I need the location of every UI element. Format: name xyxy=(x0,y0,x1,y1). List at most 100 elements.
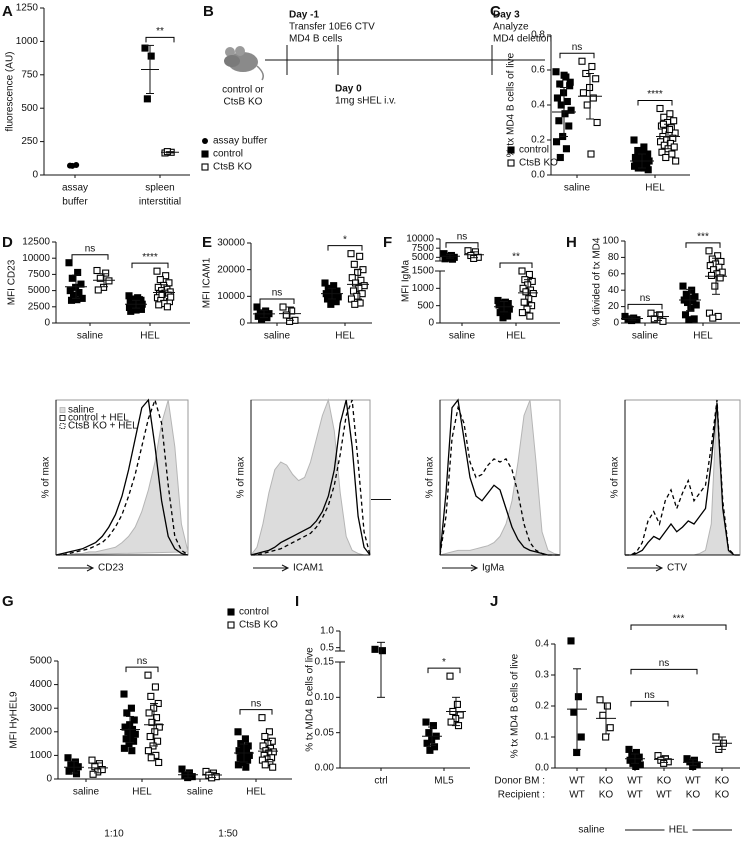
subject-label: control or xyxy=(222,85,264,96)
data-point xyxy=(64,754,72,762)
legend-marker xyxy=(201,163,209,171)
data-point xyxy=(656,311,664,319)
y-tick-label: 7500 xyxy=(412,243,435,254)
y-tick-label: 0.10 xyxy=(315,692,335,703)
data-point xyxy=(135,296,143,304)
y-tick-label: 60 xyxy=(608,268,620,279)
data-point xyxy=(520,298,528,306)
x-tick-label: WT xyxy=(627,776,643,787)
data-point xyxy=(573,748,581,757)
y-tick-label: 10000 xyxy=(217,291,245,302)
data-point xyxy=(350,260,358,268)
data-point xyxy=(579,89,587,97)
data-point xyxy=(425,729,433,737)
y-tick-label: 5000 xyxy=(28,285,51,296)
data-point xyxy=(553,94,561,102)
panel-letter: C xyxy=(490,3,501,20)
data-point xyxy=(446,672,454,680)
data-point xyxy=(88,756,96,764)
y-tick-label: 10000 xyxy=(406,234,434,245)
significance-label: * xyxy=(442,657,446,668)
data-point xyxy=(147,754,155,762)
significance-bracket xyxy=(131,262,169,269)
y-tick-label: 1000 xyxy=(30,750,53,761)
data-point xyxy=(145,709,153,717)
data-point xyxy=(688,286,696,294)
data-point xyxy=(162,272,170,280)
data-point xyxy=(587,150,595,158)
data-point xyxy=(426,746,434,754)
significance-label: ** xyxy=(512,252,520,263)
x-tick-label: ctrl xyxy=(374,776,387,787)
x-tick-label: WT xyxy=(627,790,643,801)
x-tick-label: WT xyxy=(656,790,672,801)
data-point xyxy=(556,153,564,162)
data-point xyxy=(552,138,561,146)
histogram-curve xyxy=(56,397,189,556)
data-point xyxy=(151,683,159,691)
y-tick-label: 0.0 xyxy=(531,170,545,181)
data-point xyxy=(127,307,135,315)
data-point xyxy=(258,714,266,722)
data-point xyxy=(67,296,76,304)
y-tick-label: 80 xyxy=(608,252,620,263)
histogram-curve xyxy=(439,405,560,556)
data-point xyxy=(378,647,386,655)
data-point xyxy=(606,724,614,732)
legend-marker xyxy=(59,415,66,421)
x-tick-label: HEL xyxy=(132,787,152,798)
y-tick-label: 2500 xyxy=(28,301,51,312)
data-point xyxy=(261,732,269,741)
x-tick-label: KO xyxy=(715,776,730,787)
significance-label: ** xyxy=(156,26,164,37)
y-tick-label: 7500 xyxy=(28,269,51,280)
significance-label: * xyxy=(343,234,347,245)
significance-label: ns xyxy=(640,293,651,304)
y-tick-label: 0.2 xyxy=(535,701,549,712)
data-point xyxy=(282,311,290,319)
data-point xyxy=(241,735,249,743)
x-axis-label: ICAM1 xyxy=(293,563,324,574)
data-point xyxy=(151,728,159,736)
x-axis-label: IgMa xyxy=(482,563,505,574)
data-point xyxy=(593,118,601,127)
data-point xyxy=(234,761,242,769)
y-axis-label: % tx MD4 B cells of live xyxy=(510,653,521,758)
data-point xyxy=(709,314,717,322)
data-point xyxy=(351,300,359,308)
x-tick-label: WT xyxy=(685,776,701,787)
data-point xyxy=(155,723,163,731)
y-tick-label: 0.15 xyxy=(315,657,335,668)
y-tick-label: 0.0 xyxy=(535,763,549,774)
significance-bracket xyxy=(685,242,721,248)
data-point xyxy=(666,110,674,118)
panel-letter: B xyxy=(203,3,214,20)
significance-bracket xyxy=(499,262,533,268)
data-point xyxy=(127,704,135,712)
x-tick-label: KO xyxy=(686,790,701,801)
y-tick-label: 0 xyxy=(44,318,50,329)
x-tick-label: saline xyxy=(77,331,104,342)
event-text: Transfer 10E6 CTV xyxy=(289,22,375,33)
y-tick-label: 5000 xyxy=(30,656,53,667)
panel-letter: J xyxy=(490,593,498,610)
y-axis-label: fluorescence (AU) xyxy=(5,51,16,131)
x-tick-label: saline xyxy=(449,331,476,342)
subject-label: CtsB KO xyxy=(224,97,263,108)
y-tick-label: 12500 xyxy=(22,237,50,248)
legend-label: control xyxy=(213,149,243,160)
significance-label: ns xyxy=(572,42,583,53)
significance-label: **** xyxy=(142,252,158,263)
row-label: Recipient : xyxy=(498,790,545,801)
histogram-curve xyxy=(625,399,740,556)
x-group-label: HEL xyxy=(669,825,689,836)
y-tick-label: 0 xyxy=(239,318,245,329)
histogram-curve xyxy=(250,399,371,556)
x-group-label: saline xyxy=(578,825,605,836)
data-point xyxy=(154,737,162,745)
data-point xyxy=(347,250,355,258)
y-tick-label: 1000 xyxy=(412,283,435,294)
significance-label: **** xyxy=(647,89,663,100)
y-tick-label: 1500 xyxy=(412,266,435,277)
data-point xyxy=(603,702,611,710)
